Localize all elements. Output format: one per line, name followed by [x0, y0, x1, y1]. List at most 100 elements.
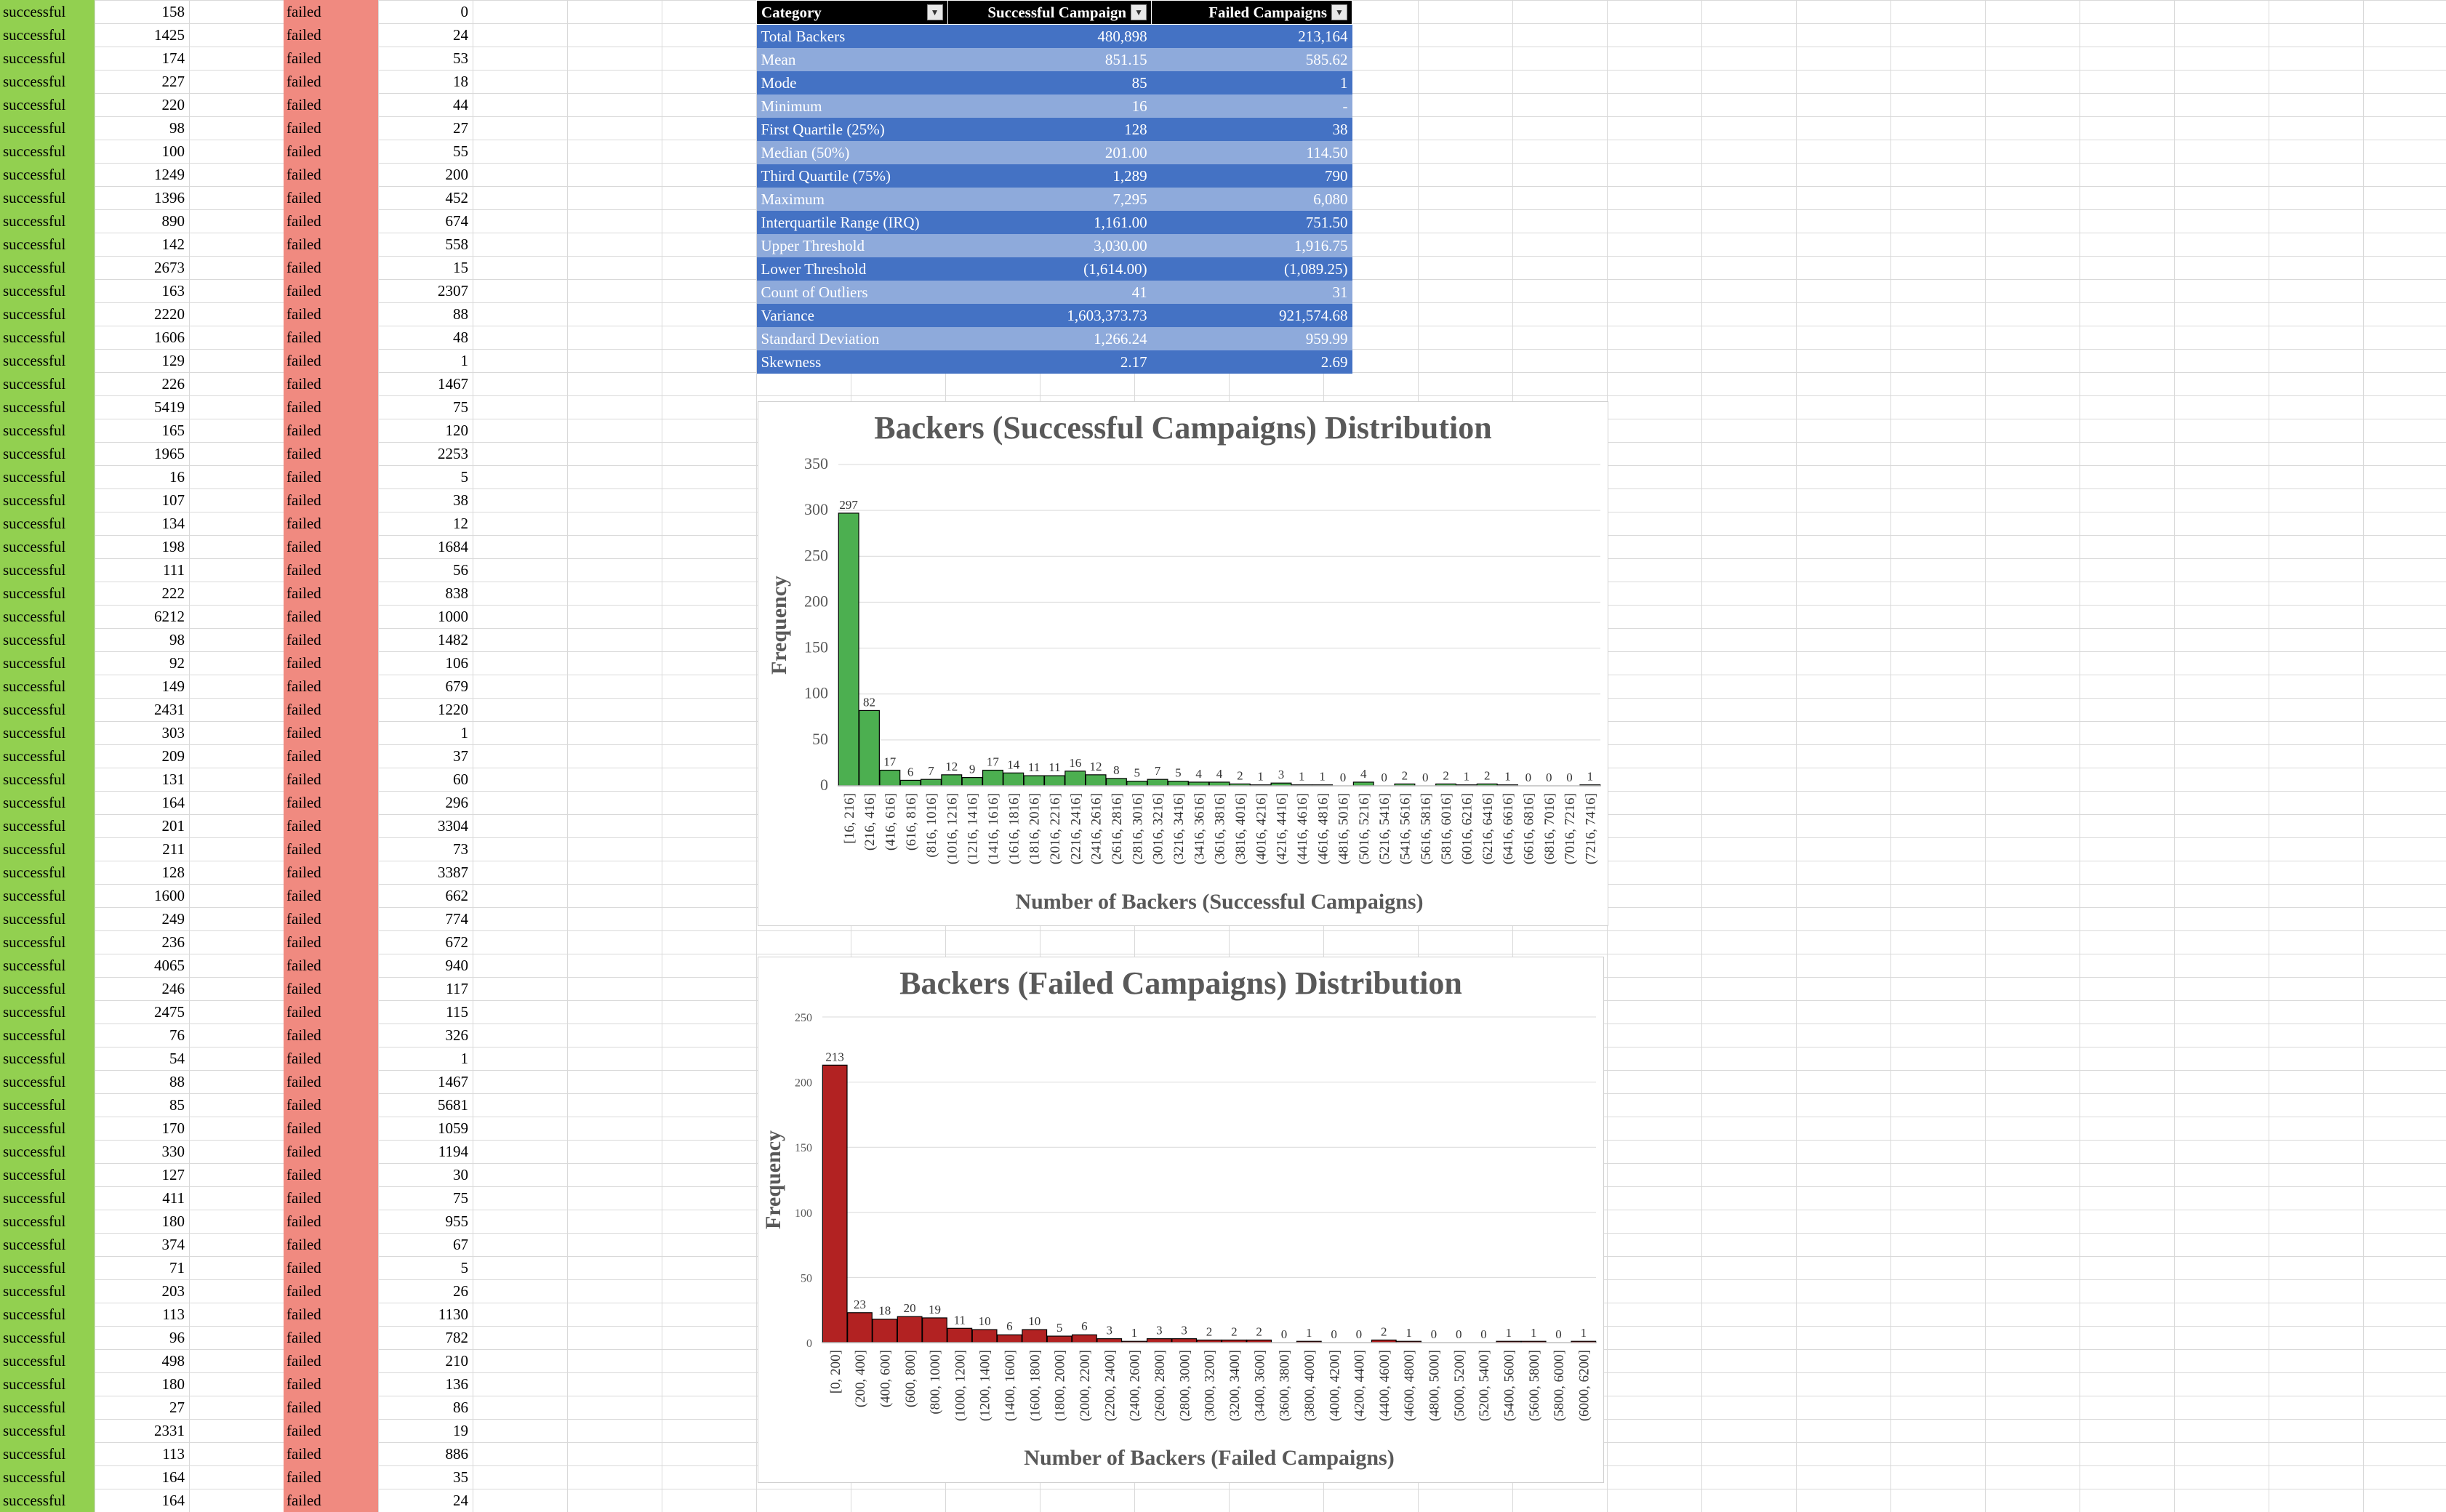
cell-col-d[interactable]: 838 [445, 584, 469, 602]
cell-col-a[interactable]: successful [3, 1189, 66, 1207]
cell-col-d[interactable]: 886 [445, 1445, 469, 1463]
cell-col-a[interactable]: successful [3, 980, 66, 997]
cell-col-b[interactable]: 163 [161, 282, 185, 299]
cell-col-c[interactable]: failed [286, 1073, 321, 1090]
cell-col-b[interactable]: 2475 [154, 1003, 185, 1021]
cell-col-c[interactable]: failed [286, 910, 321, 928]
cell-col-b[interactable]: 180 [161, 1375, 185, 1393]
cell-col-b[interactable]: 131 [161, 771, 185, 788]
cell-col-d[interactable]: 1 [460, 1050, 469, 1067]
cell-col-a[interactable]: successful [3, 631, 66, 648]
cell-col-c[interactable]: failed [286, 468, 321, 486]
cell-col-c[interactable]: failed [286, 375, 321, 393]
cell-col-d[interactable]: 1467 [438, 375, 468, 393]
cell-col-b[interactable]: 330 [161, 1143, 185, 1160]
cell-col-a[interactable]: successful [3, 1236, 66, 1253]
cell-col-d[interactable]: 955 [445, 1213, 469, 1230]
cell-col-d[interactable]: 774 [445, 910, 469, 928]
failed-value[interactable]: 751.50 [1151, 211, 1352, 234]
cell-col-d[interactable]: 73 [453, 840, 468, 858]
cell-col-b[interactable]: 164 [161, 1468, 185, 1486]
cell-col-b[interactable]: 127 [161, 1166, 185, 1183]
cell-col-b[interactable]: 92 [169, 654, 185, 672]
filter-dropdown-icon[interactable]: ▼ [926, 4, 943, 20]
row-label[interactable]: Mode [756, 71, 948, 94]
cell-col-a[interactable]: successful [3, 96, 66, 113]
cell-col-a[interactable]: successful [3, 236, 66, 253]
cell-col-a[interactable]: successful [3, 864, 66, 881]
cell-col-c[interactable]: failed [286, 631, 321, 648]
successful-value[interactable]: 201.00 [947, 141, 1152, 164]
cell-col-d[interactable]: 296 [445, 794, 469, 811]
cell-col-d[interactable]: 75 [453, 398, 468, 416]
cell-col-a[interactable]: successful [3, 212, 66, 230]
cell-col-d[interactable]: 117 [446, 980, 468, 997]
cell-col-c[interactable]: failed [286, 1492, 321, 1509]
cell-col-c[interactable]: failed [286, 1096, 321, 1114]
cell-col-a[interactable]: successful [3, 1399, 66, 1416]
failed-value[interactable]: 959.99 [1151, 327, 1352, 350]
cell-col-a[interactable]: successful [3, 1329, 66, 1346]
header-failed[interactable]: Failed Campaigns ▼ [1151, 0, 1352, 25]
failed-value[interactable]: 6,080 [1151, 188, 1352, 211]
cell-col-c[interactable]: failed [286, 1306, 321, 1323]
cell-col-a[interactable]: successful [3, 1026, 66, 1044]
cell-col-b[interactable]: 111 [163, 561, 185, 579]
failed-value[interactable]: 1 [1151, 71, 1352, 94]
failed-value[interactable]: 585.62 [1151, 48, 1352, 71]
cell-col-a[interactable]: successful [3, 491, 66, 509]
successful-value[interactable]: 7,295 [947, 188, 1152, 211]
cell-col-c[interactable]: failed [286, 957, 321, 974]
cell-col-c[interactable]: failed [286, 1422, 321, 1439]
cell-col-a[interactable]: successful [3, 468, 66, 486]
cell-col-d[interactable]: 1 [460, 724, 469, 741]
cell-col-a[interactable]: successful [3, 794, 66, 811]
cell-col-d[interactable]: 55 [453, 142, 468, 160]
cell-col-b[interactable]: 220 [161, 96, 185, 113]
cell-col-d[interactable]: 75 [453, 1189, 468, 1207]
cell-col-a[interactable]: successful [3, 701, 66, 718]
cell-col-d[interactable]: 136 [445, 1375, 469, 1393]
cell-col-b[interactable]: 5419 [154, 398, 185, 416]
cell-col-c[interactable]: failed [286, 538, 321, 555]
cell-col-a[interactable]: successful [3, 1166, 66, 1183]
cell-col-d[interactable]: 88 [453, 305, 468, 323]
row-label[interactable]: Maximum [756, 188, 948, 211]
failed-value[interactable]: 2.69 [1151, 350, 1352, 374]
cell-col-a[interactable]: successful [3, 584, 66, 602]
filter-dropdown-icon[interactable]: ▼ [1331, 4, 1347, 20]
cell-col-c[interactable]: failed [286, 1119, 321, 1137]
cell-col-b[interactable]: 209 [161, 747, 185, 765]
cell-col-c[interactable]: failed [286, 1282, 321, 1300]
cell-col-a[interactable]: successful [3, 677, 66, 695]
header-successful[interactable]: Successful Campaign ▼ [947, 0, 1152, 25]
cell-col-a[interactable]: successful [3, 119, 66, 137]
cell-col-c[interactable]: failed [286, 212, 321, 230]
cell-col-b[interactable]: 6212 [154, 608, 185, 625]
row-label[interactable]: First Quartile (25%) [756, 118, 948, 141]
cell-col-d[interactable]: 115 [446, 1003, 468, 1021]
cell-col-c[interactable]: failed [286, 236, 321, 253]
cell-col-a[interactable]: successful [3, 1003, 66, 1021]
cell-col-a[interactable]: successful [3, 26, 66, 44]
cell-col-d[interactable]: 5 [460, 1259, 469, 1276]
cell-col-b[interactable]: 498 [161, 1352, 185, 1370]
cell-col-c[interactable]: failed [286, 561, 321, 579]
cell-col-b[interactable]: 1606 [154, 329, 185, 346]
cell-col-b[interactable]: 226 [161, 375, 185, 393]
failed-value[interactable]: 790 [1151, 164, 1352, 188]
successful-value[interactable]: (1,614.00) [947, 257, 1152, 281]
successful-value[interactable]: 1,603,373.73 [947, 304, 1152, 327]
cell-col-b[interactable]: 2220 [154, 305, 185, 323]
cell-col-c[interactable]: failed [286, 1166, 321, 1183]
cell-col-d[interactable]: 1000 [438, 608, 468, 625]
cell-col-c[interactable]: failed [286, 1236, 321, 1253]
cell-col-d[interactable]: 1220 [438, 701, 468, 718]
cell-col-a[interactable]: successful [3, 1143, 66, 1160]
cell-col-a[interactable]: successful [3, 1259, 66, 1276]
cell-col-b[interactable]: 71 [169, 1259, 185, 1276]
cell-col-a[interactable]: successful [3, 166, 66, 183]
cell-col-a[interactable]: successful [3, 189, 66, 206]
cell-col-c[interactable]: failed [286, 771, 321, 788]
cell-col-c[interactable]: failed [286, 515, 321, 532]
